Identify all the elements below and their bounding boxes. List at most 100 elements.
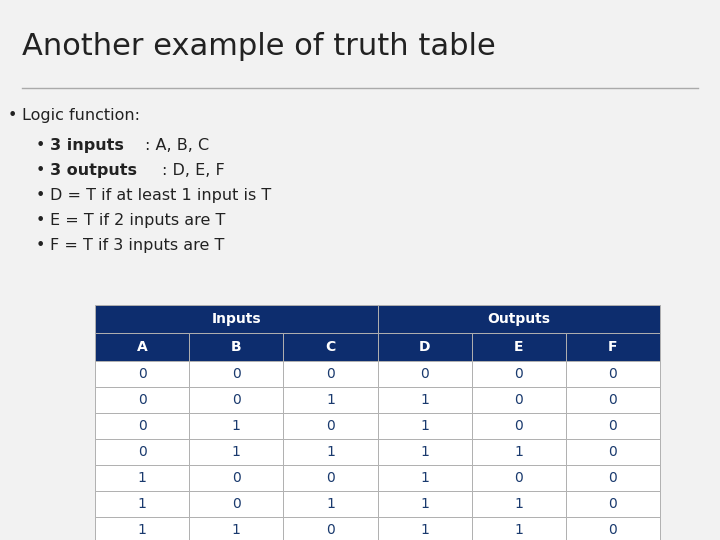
Text: 0: 0 [138,419,146,433]
FancyBboxPatch shape [95,333,189,361]
FancyBboxPatch shape [189,517,284,540]
FancyBboxPatch shape [472,465,566,491]
FancyBboxPatch shape [95,305,377,333]
FancyBboxPatch shape [189,361,284,387]
Text: 1: 1 [514,497,523,511]
FancyBboxPatch shape [189,387,284,413]
FancyBboxPatch shape [95,491,189,517]
Text: 0: 0 [608,419,617,433]
FancyBboxPatch shape [566,439,660,465]
FancyBboxPatch shape [566,465,660,491]
FancyBboxPatch shape [472,361,566,387]
Text: D: D [419,340,431,354]
Text: 0: 0 [138,445,146,459]
Text: 1: 1 [514,523,523,537]
FancyBboxPatch shape [566,517,660,540]
FancyBboxPatch shape [377,387,472,413]
Text: •: • [36,213,45,228]
Text: Another example of truth table: Another example of truth table [22,32,496,61]
Text: D = T if at least 1 input is T: D = T if at least 1 input is T [50,188,271,203]
Text: 0: 0 [608,471,617,485]
Text: •: • [36,138,45,153]
Text: A: A [137,340,148,354]
Text: 0: 0 [326,419,335,433]
FancyBboxPatch shape [95,439,189,465]
Text: 0: 0 [420,367,429,381]
FancyBboxPatch shape [377,465,472,491]
Text: : D, E, F: : D, E, F [162,163,225,178]
Text: 0: 0 [232,393,240,407]
FancyBboxPatch shape [95,413,189,439]
Text: 1: 1 [232,523,240,537]
FancyBboxPatch shape [566,491,660,517]
FancyBboxPatch shape [472,491,566,517]
Text: : A, B, C: : A, B, C [145,138,210,153]
FancyBboxPatch shape [566,413,660,439]
Text: 0: 0 [232,367,240,381]
FancyBboxPatch shape [189,333,284,361]
Text: Outputs: Outputs [487,312,550,326]
Text: 1: 1 [138,523,147,537]
FancyBboxPatch shape [284,517,377,540]
Text: 0: 0 [514,393,523,407]
Text: 3 inputs: 3 inputs [50,138,124,153]
Text: E = T if 2 inputs are T: E = T if 2 inputs are T [50,213,225,228]
Text: 0: 0 [232,471,240,485]
Text: 3 outputs: 3 outputs [50,163,137,178]
FancyBboxPatch shape [95,465,189,491]
FancyBboxPatch shape [377,305,660,333]
FancyBboxPatch shape [472,413,566,439]
Text: 0: 0 [608,367,617,381]
Text: 0: 0 [138,393,146,407]
Text: •: • [36,163,45,178]
FancyBboxPatch shape [377,361,472,387]
FancyBboxPatch shape [284,413,377,439]
Text: •: • [36,188,45,203]
Text: 0: 0 [608,445,617,459]
FancyBboxPatch shape [189,413,284,439]
Text: 1: 1 [138,471,147,485]
FancyBboxPatch shape [566,387,660,413]
Text: 0: 0 [138,367,146,381]
FancyBboxPatch shape [284,333,377,361]
Text: •: • [8,108,17,123]
Text: 1: 1 [326,393,335,407]
FancyBboxPatch shape [377,413,472,439]
FancyBboxPatch shape [95,387,189,413]
FancyBboxPatch shape [284,387,377,413]
FancyBboxPatch shape [377,517,472,540]
Text: Logic function:: Logic function: [22,108,140,123]
Text: 1: 1 [420,471,429,485]
Text: 0: 0 [608,523,617,537]
Text: 1: 1 [326,497,335,511]
FancyBboxPatch shape [566,333,660,361]
Text: 1: 1 [232,419,240,433]
Text: 1: 1 [514,445,523,459]
FancyBboxPatch shape [472,387,566,413]
FancyBboxPatch shape [284,361,377,387]
FancyBboxPatch shape [284,491,377,517]
Text: •: • [36,238,45,253]
FancyBboxPatch shape [189,439,284,465]
Text: 1: 1 [420,497,429,511]
Text: 1: 1 [420,445,429,459]
FancyBboxPatch shape [95,517,189,540]
FancyBboxPatch shape [95,361,189,387]
Text: 1: 1 [420,523,429,537]
Text: Inputs: Inputs [212,312,261,326]
FancyBboxPatch shape [377,333,472,361]
Text: 0: 0 [608,393,617,407]
Text: 0: 0 [326,367,335,381]
Text: F = T if 3 inputs are T: F = T if 3 inputs are T [50,238,225,253]
FancyBboxPatch shape [472,517,566,540]
FancyBboxPatch shape [189,491,284,517]
Text: 0: 0 [326,523,335,537]
FancyBboxPatch shape [377,491,472,517]
Text: 0: 0 [326,471,335,485]
FancyBboxPatch shape [284,439,377,465]
FancyBboxPatch shape [377,439,472,465]
Text: 0: 0 [514,471,523,485]
Text: 1: 1 [420,419,429,433]
Text: F: F [608,340,618,354]
FancyBboxPatch shape [472,333,566,361]
